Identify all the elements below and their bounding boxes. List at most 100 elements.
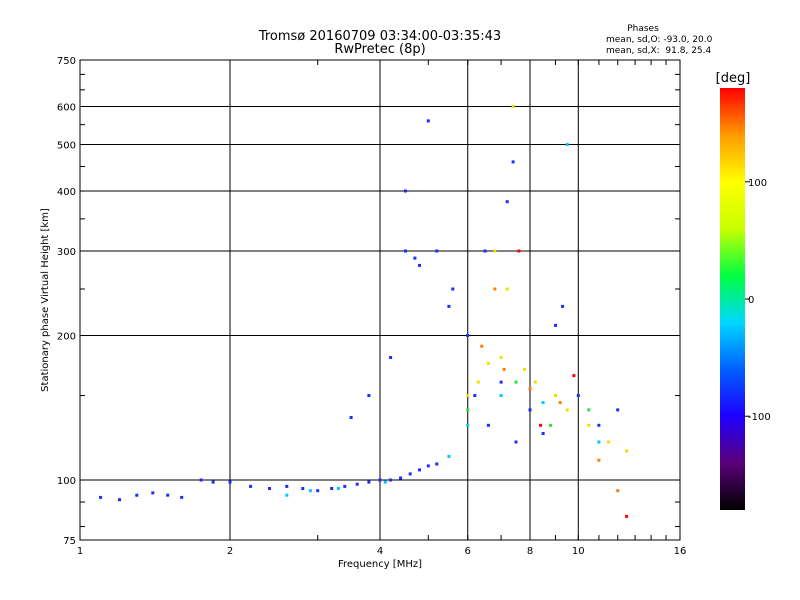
data-point <box>561 304 565 308</box>
data-point <box>447 304 451 308</box>
data-point <box>413 256 417 260</box>
data-point <box>517 249 521 253</box>
data-point <box>151 491 155 495</box>
colorbar-ticks: 100 0 -100 <box>745 178 771 423</box>
data-point <box>549 423 553 427</box>
y-tick-label: 600 <box>57 103 76 114</box>
data-point <box>389 356 393 359</box>
phases-line1: mean, sd,O: -93.0, 20.0 <box>606 35 713 45</box>
data-point <box>118 498 121 502</box>
data-point <box>486 423 490 427</box>
colorbar: [deg] 100 0 -100 <box>716 71 771 510</box>
data-point <box>435 249 439 253</box>
data-point <box>367 480 371 484</box>
data-point <box>473 394 477 397</box>
colorbar-tick-label: 100 <box>748 178 767 189</box>
data-point <box>483 249 487 253</box>
data-point <box>285 493 289 497</box>
data-point <box>466 334 470 337</box>
data-point <box>493 287 497 291</box>
x-axis-label: Frequency [MHz] <box>338 559 422 570</box>
data-point <box>426 464 430 468</box>
data-point <box>511 105 515 108</box>
data-point <box>511 160 515 164</box>
data-point <box>480 344 484 348</box>
data-point <box>301 487 305 490</box>
data-point <box>135 493 139 497</box>
data-point <box>597 440 601 444</box>
data-point <box>330 487 334 490</box>
data-point <box>533 380 537 384</box>
data-point <box>486 361 490 365</box>
data-point <box>343 484 347 488</box>
data-point <box>554 394 557 397</box>
data-point <box>625 514 629 518</box>
data-point <box>336 487 340 490</box>
data-point <box>625 449 629 453</box>
data-point <box>466 408 470 412</box>
data-point <box>476 380 480 384</box>
data-point <box>616 489 620 493</box>
y-tick-label: 300 <box>57 247 76 258</box>
data-point <box>199 478 203 482</box>
data-point <box>249 484 253 488</box>
data-point <box>316 489 320 493</box>
y-tick-label: 100 <box>57 476 76 487</box>
y-axis: 75 100 200 300 400 500 600 750 <box>57 56 680 547</box>
colorbar-tick-label: -100 <box>748 412 771 423</box>
data-point <box>228 480 232 484</box>
data-point <box>308 489 312 493</box>
x-tick-label: 6 <box>465 546 471 557</box>
data-point <box>607 440 610 444</box>
data-point <box>541 432 545 435</box>
data-point <box>418 468 421 472</box>
data-point <box>558 401 562 405</box>
data-point <box>565 143 569 146</box>
data-point <box>554 323 557 327</box>
data-point <box>268 487 271 490</box>
phases-title: Phases <box>627 24 659 34</box>
data-point <box>355 482 359 486</box>
x-tick-label: 2 <box>227 546 233 557</box>
grid-lines <box>80 60 680 540</box>
data-point <box>576 394 580 397</box>
data-point <box>399 476 403 480</box>
data-point <box>426 119 430 123</box>
data-point <box>587 423 591 427</box>
data-point <box>99 495 103 499</box>
data-point <box>466 423 470 427</box>
data-point <box>528 387 532 391</box>
data-point <box>541 401 545 405</box>
y-tick-label: 400 <box>57 187 76 198</box>
data-point <box>367 394 371 397</box>
colorbar-gradient <box>720 88 745 510</box>
y-axis-label: Stationary phase Virtual Height [km] <box>40 208 51 392</box>
data-point <box>597 458 601 462</box>
data-point <box>447 454 451 458</box>
data-point <box>404 249 407 253</box>
data-point <box>389 478 393 482</box>
x-tick-label: 10 <box>572 546 585 557</box>
data-point <box>404 189 407 193</box>
y-tick-label: 750 <box>57 56 76 67</box>
x-tick-label: 16 <box>674 546 687 557</box>
data-point <box>587 408 591 412</box>
x-tick-label: 8 <box>527 546 533 557</box>
data-point <box>466 394 470 397</box>
data-point <box>349 416 353 419</box>
x-tick-label: 1 <box>77 546 83 557</box>
data-point <box>493 249 497 253</box>
data-point <box>451 287 455 291</box>
data-point <box>499 356 503 359</box>
x-tick-label: 4 <box>377 546 383 557</box>
data-point <box>597 423 601 427</box>
data-point <box>565 408 569 412</box>
y-tick-label: 200 <box>57 332 76 343</box>
chart-title: Tromsø 20160709 03:34:00-03:35:43 <box>258 29 501 44</box>
colorbar-label: [deg] <box>716 71 751 86</box>
phases-line2: mean, sd,X: 91.8, 25.4 <box>606 46 712 56</box>
plot-area: 1 2 4 6 8 10 16 75 100 200 300 400 500 600 750 <box>57 56 686 557</box>
data-point <box>378 478 382 482</box>
data-point <box>616 408 620 412</box>
